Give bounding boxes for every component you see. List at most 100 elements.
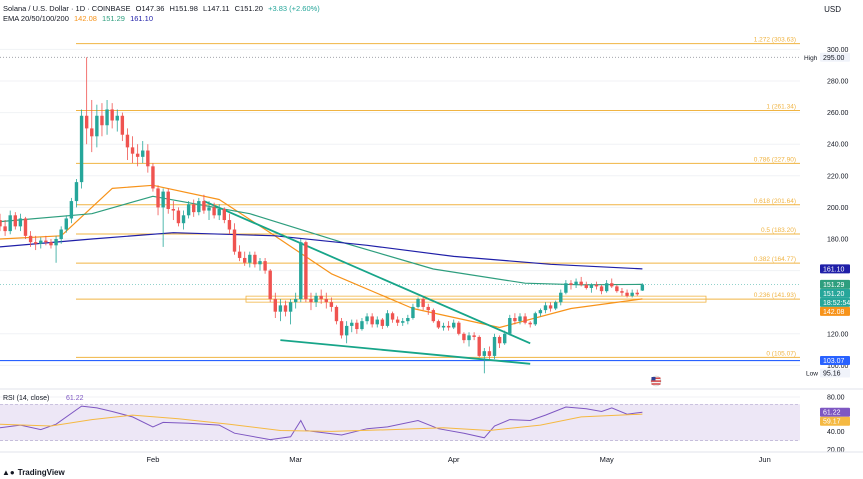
- candle-body-116: [589, 284, 594, 288]
- candle-body-122: [620, 291, 624, 293]
- fib-level-label-3: 0.618 (201.64): [754, 198, 796, 205]
- fib-level-label-4: 0.5 (183.20): [761, 227, 796, 234]
- candle-body-64: [324, 299, 328, 303]
- candle-body-106: [538, 310, 543, 314]
- symbol-title[interactable]: Solana / U.S. Dollar · 1D · COINBASE: [3, 4, 131, 13]
- candle-body-47: [237, 251, 242, 258]
- candle-body-7: [33, 242, 38, 244]
- candle-body-32: [161, 191, 165, 208]
- candle-body-43: [217, 208, 221, 216]
- candle-body-123: [625, 292, 629, 296]
- time-tick-3: May: [600, 455, 614, 464]
- candle-body-67: [339, 321, 344, 336]
- candle-body-20: [100, 115, 104, 126]
- candle-body-90: [457, 322, 461, 334]
- fib-retracement[interactable]: 1.272 (303.63) 1 (261.34) 0.786 (227.90) 0.…: [76, 37, 800, 358]
- trendline-0: [203, 200, 531, 345]
- price-badge-4-bg: [820, 306, 850, 316]
- ema-legend[interactable]: EMA 20/50/100/200 142.08 151.29 161.10: [3, 14, 156, 23]
- price-axis[interactable]: 300.00 280.00 260.00 240.00 220.00 200.00 180.…: [804, 47, 850, 454]
- us-flag-icon[interactable]: [650, 375, 662, 387]
- price-badge-1-bg: [820, 279, 850, 289]
- candle-body-25: [125, 134, 130, 148]
- candle-body-89: [452, 322, 456, 328]
- high-badge-bg: [820, 52, 850, 62]
- candle-body-115: [584, 284, 588, 288]
- candle-body-38: [192, 204, 196, 213]
- rsi-badge-0-text: 61.22: [823, 410, 841, 417]
- low-badge-bg: [820, 368, 850, 378]
- price-tick-3: 240.00: [827, 142, 849, 149]
- candle-body-1: [3, 226, 7, 232]
- candle-body-77: [390, 313, 395, 320]
- price-tick-0: 300.00: [827, 47, 849, 54]
- candle-body-17: [84, 115, 89, 129]
- rsi-series-0: [0, 405, 643, 441]
- price-badge-3-bg: [820, 297, 850, 307]
- candle-body-41: [207, 207, 211, 211]
- candle-body-54: [273, 299, 277, 312]
- candle-body-56: [283, 305, 288, 312]
- ema-legend-label: EMA 20/50/100/200: [3, 14, 69, 23]
- candle-body-22: [110, 109, 114, 121]
- candle-body-33: [166, 191, 170, 209]
- candle-body-112: [569, 283, 573, 285]
- candle-body-50: [253, 254, 257, 265]
- candle-body-93: [472, 335, 476, 337]
- candle-body-13: [64, 218, 68, 230]
- candle-body-81: [411, 306, 415, 318]
- candle-body-14: [69, 201, 74, 219]
- tradingview-brand[interactable]: ▲● TradingView: [2, 468, 65, 477]
- price-badge-0-bg: [820, 264, 850, 274]
- high-badge-text: 295.00: [823, 55, 845, 62]
- candle-body-72: [365, 316, 369, 322]
- candle-body-73: [370, 316, 374, 325]
- rsi-value: 61.22: [66, 395, 84, 402]
- candle-body-117: [594, 284, 599, 287]
- candle-body-103: [523, 316, 527, 323]
- price-tick-10: 80.00: [827, 395, 845, 402]
- candle-body-78: [395, 319, 400, 323]
- candle-body-121: [615, 286, 619, 292]
- high-label: High: [804, 55, 818, 62]
- time-tick-1: Mar: [289, 455, 302, 464]
- candle-body-21: [105, 109, 109, 126]
- candle-body-24: [120, 115, 125, 135]
- candle-body-53: [268, 270, 272, 300]
- candle-body-51: [258, 261, 262, 265]
- price-badge-2-text: 151.20: [823, 291, 845, 298]
- candle-body-100: [508, 318, 512, 334]
- candle-body-120: [610, 283, 614, 287]
- fib-level-label-7: 0 (105.07): [766, 350, 796, 357]
- candle-body-2: [8, 215, 12, 232]
- candle-body-107: [543, 305, 548, 311]
- candle-body-71: [360, 321, 364, 330]
- candle-body-70: [355, 322, 359, 330]
- candle-body-69: [350, 322, 354, 326]
- candle-body-42: [212, 207, 216, 216]
- rsi-badge-1-bg: [820, 416, 850, 426]
- candle-body-30: [151, 166, 155, 189]
- currency-label[interactable]: USD: [824, 5, 841, 14]
- rsi-badge-0-bg: [820, 407, 850, 417]
- candle-body-76: [385, 313, 390, 326]
- time-axis[interactable]: Feb Mar Apr May Jun: [0, 451, 863, 464]
- candle-body-88: [446, 325, 451, 328]
- rsi-series-1: [0, 413, 643, 432]
- candle-body-10: [49, 242, 53, 246]
- price-badge-3-text: 18:52:54: [823, 300, 850, 307]
- candle-body-83: [421, 299, 425, 307]
- candle-body-75: [380, 319, 385, 326]
- candle-body-18: [90, 128, 94, 137]
- trendlines[interactable]: [203, 200, 531, 365]
- symbol-header[interactable]: Solana / U.S. Dollar · 1D · COINBASE O14…: [3, 4, 323, 13]
- candle-body-4: [18, 218, 23, 227]
- candle-body-3: [13, 215, 17, 227]
- candle-body-59: [299, 242, 303, 300]
- candle-body-101: [513, 318, 517, 322]
- support-badge-bg: [820, 356, 850, 366]
- rsi-tick-1: 20.00: [827, 447, 845, 454]
- ohlc-open: O147.36: [135, 4, 165, 13]
- candle-body-61: [309, 299, 313, 303]
